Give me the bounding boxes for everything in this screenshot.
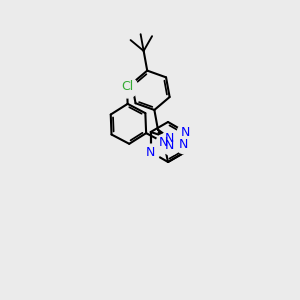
Text: N: N — [146, 146, 155, 158]
Text: Cl: Cl — [121, 80, 133, 93]
Text: N: N — [181, 125, 190, 139]
Text: N: N — [165, 132, 174, 145]
Text: N: N — [181, 125, 190, 139]
Text: N: N — [179, 138, 188, 151]
Text: N: N — [159, 136, 169, 149]
Text: N: N — [159, 136, 169, 149]
Text: N: N — [165, 132, 174, 145]
Text: N: N — [165, 139, 174, 152]
Text: N: N — [146, 146, 155, 158]
Text: N: N — [179, 138, 188, 151]
Text: N: N — [165, 139, 174, 152]
